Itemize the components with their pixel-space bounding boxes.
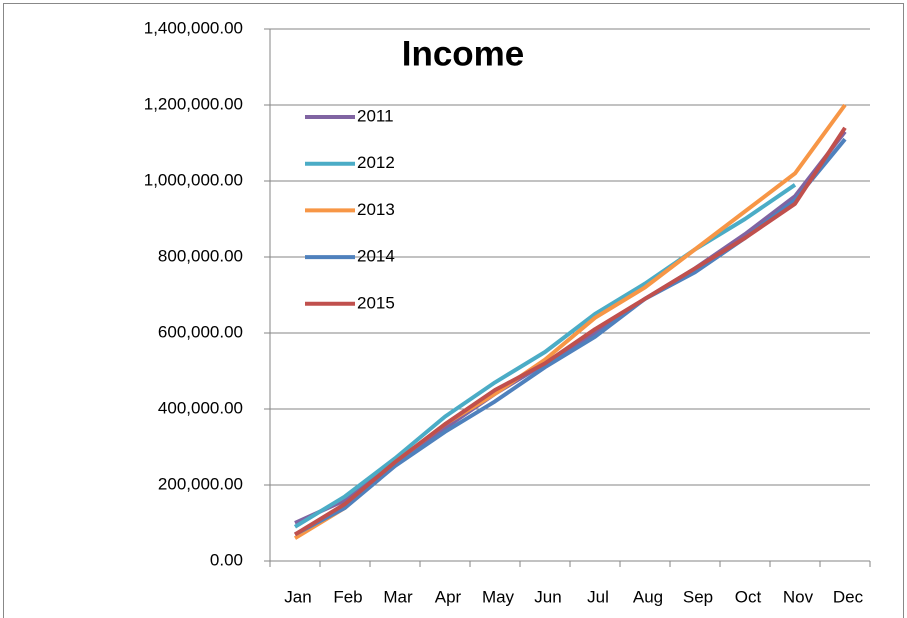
y-tick-label: 1,000,000.00 [144,170,243,189]
y-tick-label: 400,000.00 [158,398,243,417]
legend-label: 2011 [357,106,394,125]
y-tick-label: 800,000.00 [158,246,243,265]
y-tick-label: 1,200,000.00 [144,94,243,113]
legend-label: 2014 [357,247,395,266]
x-tick-label: Nov [783,587,814,606]
x-tick-label: Jan [284,587,311,606]
x-tick-label: Aug [633,587,663,606]
x-tick-label: Sep [683,587,713,606]
series-line [293,126,847,537]
legend-label: 2012 [357,153,395,172]
x-tick-label: Apr [435,587,462,606]
legend-label: 2015 [357,293,395,312]
y-tick-label: 0.00 [210,550,243,569]
x-tick-label: May [482,587,515,606]
chart-title: Income [402,34,525,73]
y-tick-label: 200,000.00 [158,474,243,493]
x-tick-label: Mar [383,587,413,606]
series-line [293,183,797,529]
legend-label: 2013 [357,200,395,219]
x-tick-label: Dec [833,587,864,606]
chart-frame [3,3,904,618]
x-tick-label: Feb [333,587,362,606]
y-tick-label: 600,000.00 [158,322,243,341]
y-tick-label: 1,400,000.00 [144,18,243,37]
x-tick-label: Jul [587,587,609,606]
x-tick-label: Oct [735,587,762,606]
x-tick-label: Jun [534,587,561,606]
